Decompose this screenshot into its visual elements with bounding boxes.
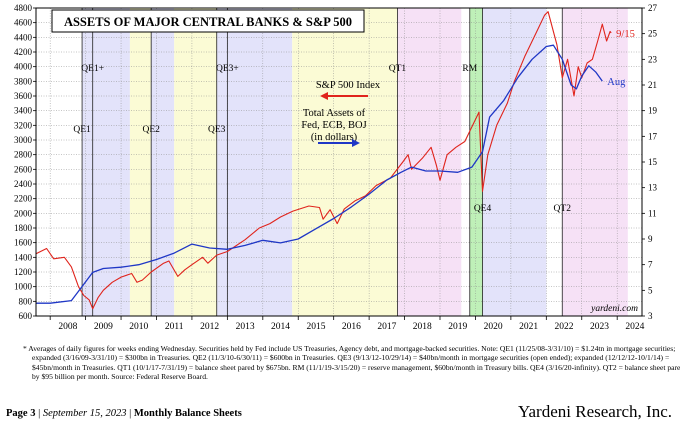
event-label: RM bbox=[462, 64, 477, 74]
footer-section: Monthly Balance Sheets bbox=[133, 408, 242, 419]
y-tick-label-right: 11 bbox=[648, 208, 657, 218]
y-tick-label-left: 3400 bbox=[14, 106, 33, 116]
x-tick-label: 2016 bbox=[342, 322, 361, 332]
y-tick-label-left: 4400 bbox=[14, 32, 33, 42]
x-tick-label: 2022 bbox=[555, 322, 574, 332]
y-tick-label-right: 23 bbox=[648, 54, 658, 64]
y-tick-label-left: 3800 bbox=[14, 76, 33, 86]
event-label: QT2 bbox=[554, 204, 572, 214]
shaded-period bbox=[562, 8, 628, 316]
x-tick-label: 2020 bbox=[484, 322, 503, 332]
y-tick-label-left: 1200 bbox=[14, 267, 33, 277]
series-end-label: 9/15 bbox=[616, 29, 635, 40]
legend-assets-arrowhead bbox=[352, 139, 360, 147]
x-tick-label: 2012 bbox=[200, 322, 219, 332]
event-label: QE3+ bbox=[216, 64, 239, 74]
event-label: QT1 bbox=[389, 64, 407, 74]
y-tick-label-left: 2000 bbox=[14, 208, 33, 218]
title-box bbox=[51, 9, 365, 33]
series-line bbox=[35, 11, 612, 310]
x-tick-label: 2018 bbox=[413, 322, 432, 332]
y-tick-label-left: 4600 bbox=[14, 18, 33, 28]
page-footer: Page 3 | September 15, 2023 | Monthly Ba… bbox=[6, 400, 674, 422]
legend-assets-label: Total Assets of bbox=[303, 108, 366, 119]
event-label: QE3 bbox=[208, 125, 226, 135]
legend-assets-label: Fed, ECB, BOJ bbox=[301, 120, 366, 131]
y-tick-label-left: 3600 bbox=[14, 91, 33, 101]
legend-sp500-arrowhead bbox=[320, 92, 328, 100]
shaded-period bbox=[216, 8, 293, 316]
shaded-period bbox=[482, 8, 547, 316]
y-tick-label-left: 3200 bbox=[14, 120, 33, 130]
y-tick-label-left: 1400 bbox=[14, 252, 33, 262]
y-tick-label-right: 7 bbox=[648, 260, 653, 270]
x-tick-label: 2024 bbox=[625, 322, 644, 332]
x-tick-label: 2021 bbox=[519, 322, 538, 332]
y-tick-label-right: 5 bbox=[648, 285, 653, 295]
y-tick-label-left: 3000 bbox=[14, 135, 33, 145]
y-tick-label-left: 2800 bbox=[14, 150, 33, 160]
y-tick-label-left: 1000 bbox=[14, 282, 33, 292]
y-tick-label-left: 4000 bbox=[14, 62, 33, 72]
footer-date: September 15, 2023 bbox=[42, 408, 127, 419]
y-tick-label-right: 19 bbox=[648, 106, 658, 116]
x-tick-label: 2023 bbox=[590, 322, 609, 332]
event-label: QE2 bbox=[142, 125, 160, 135]
y-tick-label-left: 1800 bbox=[14, 223, 33, 233]
legend-sp500-label: S&P 500 Index bbox=[316, 80, 381, 91]
y-tick-label-right: 9 bbox=[648, 234, 653, 244]
y-tick-label-left: 600 bbox=[19, 311, 33, 321]
shaded-period bbox=[82, 8, 130, 316]
y-tick-label-left: 1600 bbox=[14, 238, 33, 248]
event-label: QE1+ bbox=[81, 64, 104, 74]
shaded-period bbox=[292, 8, 398, 316]
footnotes: * Averages of daily figures for weeks en… bbox=[23, 344, 680, 381]
event-label: QE1 bbox=[73, 125, 91, 135]
x-tick-label: 2017 bbox=[377, 322, 396, 332]
y-tick-label-left: 2200 bbox=[14, 194, 33, 204]
x-tick-label: 2011 bbox=[165, 322, 184, 332]
legend-assets-label: (in dollars) bbox=[311, 132, 358, 143]
x-tick-label: 2013 bbox=[236, 322, 255, 332]
chart: QE1 QE1+ QE2 QE3 QE3+ QT1 RM QE4 QT2 9/15 Aug 600 80… bbox=[14, 3, 658, 332]
y-tick-label-right: 3 bbox=[648, 311, 653, 321]
series-end-label: Aug bbox=[607, 77, 626, 88]
page-number: Page 3 bbox=[6, 408, 36, 419]
source-mark: yardeni.com bbox=[590, 304, 638, 314]
shaded-period bbox=[174, 8, 217, 316]
x-tick-label: 2019 bbox=[448, 322, 467, 332]
x-tick-label: 2010 bbox=[129, 322, 148, 332]
y-tick-label-right: 25 bbox=[648, 29, 658, 39]
shaded-period bbox=[397, 8, 462, 316]
shaded-period bbox=[129, 8, 152, 316]
series-line bbox=[36, 44, 603, 304]
chart-title: ASSETS OF MAJOR CENTRAL BANKS & S&P 500 bbox=[64, 15, 352, 29]
y-tick-label-right: 27 bbox=[648, 3, 658, 13]
y-tick-label-left: 2400 bbox=[14, 179, 33, 189]
y-tick-label-right: 17 bbox=[648, 131, 658, 141]
y-tick-label-left: 4800 bbox=[14, 3, 33, 13]
y-tick-label-right: 15 bbox=[648, 157, 658, 167]
shaded-period bbox=[151, 8, 175, 316]
company-name: Yardeni Research, Inc. bbox=[517, 402, 672, 421]
y-tick-label-left: 800 bbox=[19, 296, 33, 306]
x-tick-label: 2008 bbox=[58, 322, 77, 332]
y-tick-label-right: 13 bbox=[648, 183, 658, 193]
x-tick-label: 2015 bbox=[306, 322, 325, 332]
footer-left: Page 3 | September 15, 2023 | Monthly Ba… bbox=[6, 408, 242, 419]
event-label: QE4 bbox=[474, 204, 492, 214]
x-tick-label: 2014 bbox=[271, 322, 290, 332]
y-tick-label-left: 2600 bbox=[14, 164, 33, 174]
y-tick-label-right: 21 bbox=[648, 80, 657, 90]
x-tick-label: 2009 bbox=[94, 322, 113, 332]
y-tick-label-left: 4200 bbox=[14, 47, 33, 57]
